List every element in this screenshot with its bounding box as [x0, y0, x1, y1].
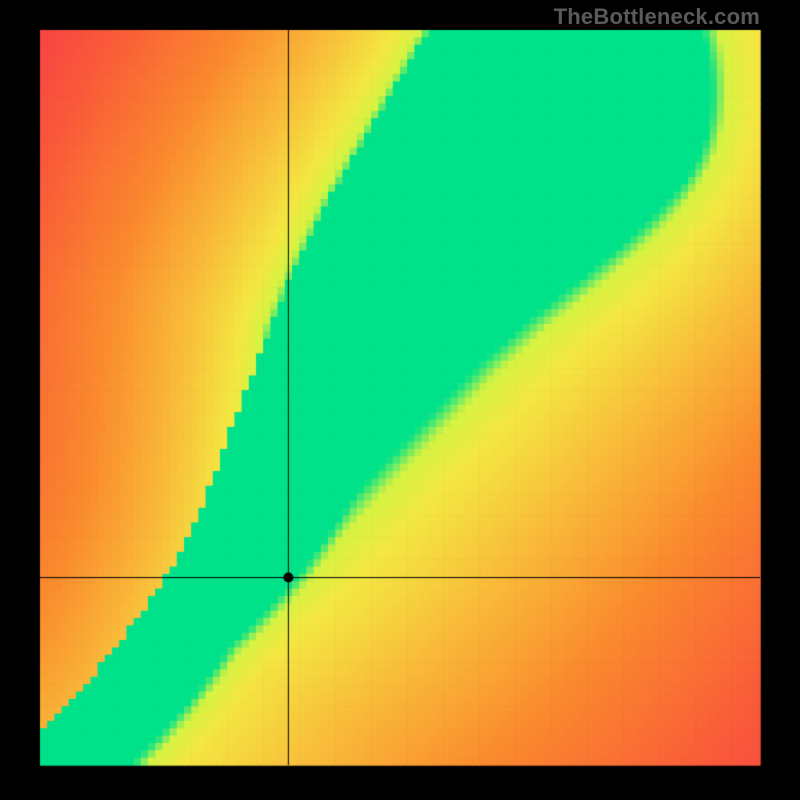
- watermark-text: TheBottleneck.com: [554, 4, 760, 30]
- bottleneck-heatmap: [0, 0, 800, 800]
- chart-container: TheBottleneck.com: [0, 0, 800, 800]
